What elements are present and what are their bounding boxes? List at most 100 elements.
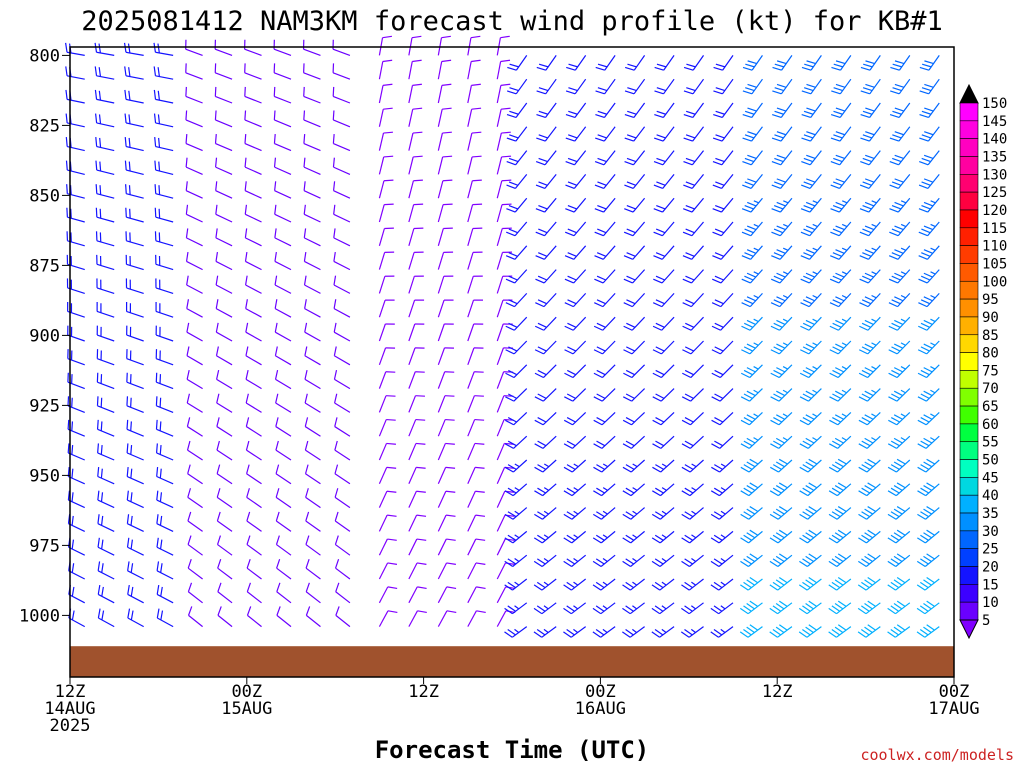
barb-feather xyxy=(919,90,929,95)
wind-barb xyxy=(740,364,763,379)
barb-shaft xyxy=(378,419,387,437)
wind-barb xyxy=(437,155,453,175)
wind-barb xyxy=(682,245,704,260)
wind-barb xyxy=(651,626,675,638)
barb-feather xyxy=(625,440,635,447)
barb-shaft xyxy=(572,388,587,402)
wind-barb xyxy=(276,558,292,580)
barb-feather xyxy=(500,83,511,86)
wind-barb xyxy=(799,506,822,520)
barb-shaft xyxy=(408,156,414,175)
barb-feather xyxy=(772,581,782,589)
wind-barb xyxy=(95,137,115,152)
terrain-area xyxy=(70,646,954,677)
barb-shaft xyxy=(659,530,675,544)
colorbar-label: 35 xyxy=(982,506,999,522)
barb-shaft xyxy=(467,228,474,246)
barb-feather xyxy=(685,252,695,257)
barb-shaft xyxy=(868,126,881,142)
barb-feather xyxy=(858,490,868,497)
barb-feather xyxy=(712,137,723,142)
barb-feather xyxy=(891,181,902,186)
wind-barb xyxy=(831,55,852,71)
barb-half-feather xyxy=(900,223,907,228)
barb-half-feather xyxy=(812,389,818,394)
barb-half-feather xyxy=(841,342,847,346)
barb-feather xyxy=(808,458,818,465)
barb-feather xyxy=(564,325,574,331)
wind-barb xyxy=(652,435,675,449)
barb-feather xyxy=(835,272,845,278)
wind-barb xyxy=(125,278,144,294)
barb-feather xyxy=(652,302,663,308)
barb-feather xyxy=(126,537,130,548)
wind-barb xyxy=(335,606,351,628)
wind-barb xyxy=(215,275,233,294)
wind-barb xyxy=(563,602,587,615)
barb-feather xyxy=(921,228,931,234)
barb-shaft xyxy=(544,174,557,189)
y-tick-label: 975 xyxy=(29,536,60,556)
wind-barb xyxy=(801,126,822,142)
wind-barb xyxy=(496,83,511,104)
barb-shaft xyxy=(545,78,557,95)
barb-shaft xyxy=(573,292,587,308)
barb-shaft xyxy=(808,316,822,331)
wind-barb xyxy=(710,483,734,497)
barb-feather xyxy=(681,443,691,449)
barb-shaft xyxy=(378,371,387,389)
barb-feather xyxy=(472,203,483,206)
barb-feather xyxy=(504,466,514,473)
barb-feather xyxy=(746,555,755,562)
barb-shaft xyxy=(662,102,675,118)
wind-barb xyxy=(888,292,911,308)
barb-feather xyxy=(775,555,785,562)
barb-half-feather xyxy=(543,605,549,610)
barb-feather xyxy=(833,110,843,115)
wind-barb xyxy=(378,83,393,104)
wind-barb xyxy=(274,346,292,366)
barb-feather xyxy=(594,161,605,166)
barb-feather xyxy=(864,555,873,562)
barb-feather xyxy=(656,134,666,139)
barb-shaft xyxy=(751,126,763,142)
barb-feather xyxy=(412,107,423,110)
barb-feather xyxy=(594,302,604,308)
barb-feather xyxy=(505,349,515,355)
wind-barb xyxy=(275,440,292,461)
barb-shaft xyxy=(896,435,911,449)
wind-barb xyxy=(186,369,203,390)
barb-feather xyxy=(861,581,870,589)
barb-shaft xyxy=(437,586,448,604)
barb-feather xyxy=(567,346,577,352)
barb-feather xyxy=(246,511,251,522)
barb-feather xyxy=(216,393,220,404)
wind-barb xyxy=(799,553,822,567)
wind-barb xyxy=(592,507,616,520)
barb-feather xyxy=(475,490,485,493)
wind-barb xyxy=(156,584,174,604)
colorbar-swatch xyxy=(959,423,979,443)
wind-barb xyxy=(564,340,587,355)
wind-barb xyxy=(799,529,822,544)
wind-barb xyxy=(505,292,528,308)
wind-barb xyxy=(496,275,513,294)
barb-feather xyxy=(65,113,68,124)
barb-feather xyxy=(891,204,902,210)
barb-feather xyxy=(501,179,512,182)
barb-shaft xyxy=(838,221,852,237)
barb-shaft xyxy=(515,102,528,118)
wind-barb xyxy=(594,197,616,213)
barb-shaft xyxy=(601,507,616,520)
barb-feather xyxy=(835,131,845,136)
barb-feather xyxy=(747,107,757,112)
barb-feather xyxy=(509,63,519,68)
barb-feather xyxy=(625,534,635,541)
barb-half-feather xyxy=(871,200,877,204)
barb-shaft xyxy=(378,85,384,104)
barb-shaft xyxy=(603,197,616,213)
barb-shaft xyxy=(898,55,911,71)
barb-feather xyxy=(741,278,751,284)
barb-feather xyxy=(743,417,753,423)
wind-barb xyxy=(593,435,616,449)
